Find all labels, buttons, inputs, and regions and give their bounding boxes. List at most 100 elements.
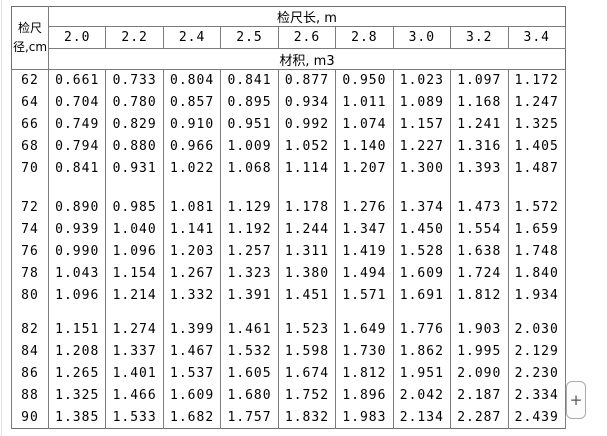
volume-cell: 0.841 — [220, 69, 279, 92]
volume-cell: 0.749 — [47, 113, 107, 136]
diameter-header-line2: 径,cm — [12, 40, 48, 54]
volume-cell: 1.052 — [277, 135, 337, 158]
volume-cell: 1.638 — [450, 240, 509, 263]
volume-cell: 0.704 — [47, 91, 107, 114]
volume-cell: 1.265 — [47, 362, 107, 385]
length-col-header: 3.4 — [507, 26, 566, 49]
volume-cell: 1.983 — [335, 406, 394, 429]
volume-cell: 1.276 — [335, 196, 394, 219]
table-row: 90 1.385 1.533 1.682 1.757 1.832 1.983 2.134 2.2… — [11, 406, 566, 429]
diameter-cell: 90 — [11, 406, 49, 429]
volume-cell: 1.532 — [220, 340, 279, 363]
volume-cell: 1.605 — [220, 362, 279, 385]
volume-cell: 1.487 — [507, 157, 566, 180]
volume-cell: 1.157 — [392, 113, 452, 136]
volume-cell: 1.523 — [277, 318, 337, 341]
volume-cell: 1.571 — [335, 284, 394, 307]
diameter-cell: 76 — [11, 240, 49, 263]
volume-cell: 1.832 — [277, 406, 337, 429]
volume-cell: 1.752 — [277, 384, 337, 407]
volume-cell: 0.661 — [47, 69, 107, 92]
spacer-row — [11, 179, 566, 197]
volume-cell: 1.178 — [277, 196, 337, 219]
volume-cell: 1.401 — [105, 362, 164, 385]
volume-cell: 1.680 — [220, 384, 279, 407]
volume-cell: 1.332 — [162, 284, 222, 307]
volume-cell: 0.992 — [277, 113, 337, 136]
volume-cell: 1.172 — [507, 69, 566, 92]
volume-cell: 1.533 — [105, 406, 164, 429]
volume-cell: 1.649 — [335, 318, 394, 341]
diameter-column-header: 检尺 径,cm — [11, 6, 49, 70]
volume-cell: 1.951 — [392, 362, 452, 385]
volume-cell: 1.674 — [277, 362, 337, 385]
volume-cell: 1.168 — [450, 91, 509, 114]
volume-cell: 0.841 — [47, 157, 107, 180]
volume-cell: 1.572 — [507, 196, 566, 219]
length-col-header: 3.0 — [392, 26, 452, 49]
diameter-cell: 62 — [11, 69, 49, 92]
volume-cell: 0.880 — [105, 135, 164, 158]
diameter-cell: 66 — [11, 113, 49, 136]
volume-cell: 1.347 — [335, 218, 394, 241]
length-col-header: 2.0 — [47, 26, 107, 49]
diameter-cell: 88 — [11, 384, 49, 407]
volume-cell: 1.757 — [220, 406, 279, 429]
table-row: 78 1.043 1.154 1.267 1.323 1.380 1.494 1.609 1.7… — [11, 262, 566, 285]
table-row: 82 1.151 1.274 1.399 1.461 1.523 1.649 1.776 1.9… — [11, 318, 566, 341]
volume-cell: 1.391 — [220, 284, 279, 307]
volume-cell: 0.966 — [162, 135, 222, 158]
volume-cell: 1.203 — [162, 240, 222, 263]
volume-cell: 1.466 — [105, 384, 164, 407]
volume-cell: 1.840 — [507, 262, 566, 285]
volume-cell: 1.040 — [105, 218, 164, 241]
volume-cell: 1.244 — [277, 218, 337, 241]
volume-cell: 0.829 — [105, 113, 164, 136]
diameter-header-line1: 检尺 — [17, 21, 42, 36]
table-row: 70 0.841 0.931 1.022 1.068 1.114 1.207 1.300 1.3… — [11, 157, 566, 180]
table-row: 68 0.794 0.880 0.966 1.009 1.052 1.140 1.227 1.3… — [11, 135, 566, 158]
volume-cell: 0.857 — [162, 91, 222, 114]
volume-cell: 1.730 — [335, 340, 394, 363]
volume-cell: 0.895 — [220, 91, 279, 114]
volume-cell: 2.334 — [507, 384, 566, 407]
volume-cell: 1.419 — [335, 240, 394, 263]
volume-cell: 0.733 — [105, 69, 164, 92]
volume-cell: 1.097 — [450, 69, 509, 92]
diameter-cell: 78 — [11, 262, 49, 285]
volume-cell: 1.393 — [450, 157, 509, 180]
volume-cell: 1.659 — [507, 218, 566, 241]
volume-cell: 1.450 — [392, 218, 452, 241]
volume-cell: 1.141 — [162, 218, 222, 241]
volume-cell: 1.776 — [392, 318, 452, 341]
volume-cell: 1.247 — [507, 91, 566, 114]
volume-cell: 0.780 — [105, 91, 164, 114]
diameter-cell: 84 — [11, 340, 49, 363]
volume-cell: 1.325 — [507, 113, 566, 136]
volume-cell: 2.129 — [507, 340, 566, 363]
volume-cell: 0.877 — [277, 69, 337, 92]
volume-cell: 1.494 — [335, 262, 394, 285]
panel-edge-line — [1, 0, 2, 436]
volume-cell: 0.990 — [47, 240, 107, 263]
volume-cell: 1.385 — [47, 406, 107, 429]
table-row: 76 0.990 1.096 1.203 1.257 1.311 1.419 1.528 1.6… — [11, 240, 566, 263]
volume-cell: 1.528 — [392, 240, 452, 263]
volume-cell: 1.267 — [162, 262, 222, 285]
length-header-row: 检尺 径,cm 检尺长, m — [11, 6, 566, 70]
diameter-cell: 80 — [11, 284, 49, 307]
volume-cell: 1.129 — [220, 196, 279, 219]
volume-cell: 0.950 — [335, 69, 394, 92]
volume-cell: 1.473 — [450, 196, 509, 219]
volume-cell: 1.241 — [450, 113, 509, 136]
volume-cell: 1.598 — [277, 340, 337, 363]
volume-cell: 1.682 — [162, 406, 222, 429]
volume-cell: 1.227 — [392, 135, 452, 158]
volume-cell: 0.939 — [47, 218, 107, 241]
volume-cell: 0.931 — [105, 157, 164, 180]
volume-cell: 1.461 — [220, 318, 279, 341]
length-col-header: 3.2 — [450, 26, 509, 49]
add-button[interactable]: + — [566, 381, 586, 419]
volume-cell: 1.074 — [335, 113, 394, 136]
